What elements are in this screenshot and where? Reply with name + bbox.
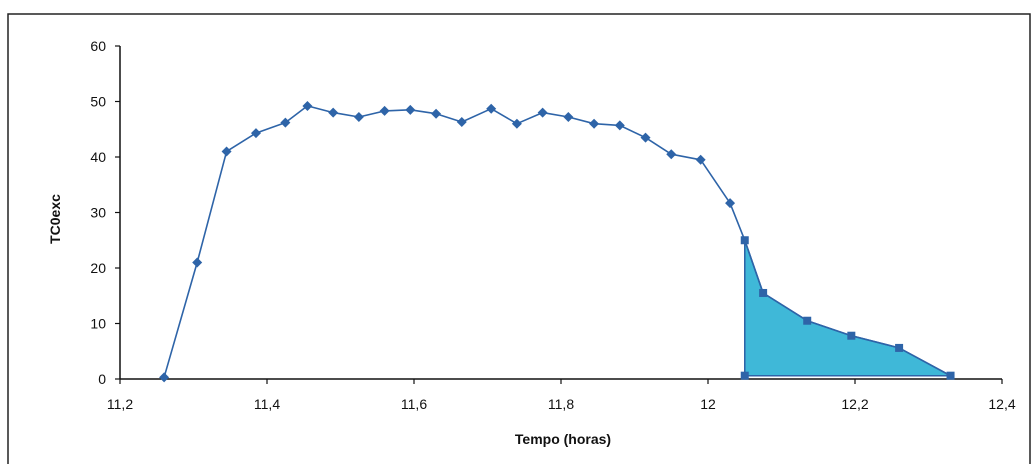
data-point-diamond [159,372,170,383]
plot-layer: 0 10 20 30 40 50 60 11,2 11,4 11,6 11,8 12 12,2 12,4 [90,38,1015,412]
data-point-diamond [725,198,736,209]
data-point-diamond [302,100,313,111]
y-axis-title: TC0exc [47,194,63,244]
data-point-square [740,236,749,245]
data-point-diamond [431,108,442,119]
data-point-diamond [486,103,497,114]
x-tick-label: 12 [700,396,716,412]
x-axis-title: Tempo (horas) [515,431,611,447]
data-point-diamond [695,154,706,165]
x-tick-label: 11,6 [401,396,427,412]
data-point-diamond [353,112,364,123]
data-point-diamond [328,107,339,118]
x-tick-label: 12,2 [841,396,868,412]
data-point-diamond [563,112,574,123]
data-point-diamond [280,117,291,128]
data-point-diamond [221,146,232,157]
data-point-diamond [640,132,651,143]
y-tick-label: 40 [90,149,106,165]
data-point-square-base [740,371,749,380]
data-point-square [759,288,768,297]
y-tick-label: 30 [90,205,106,221]
y-tick-label: 60 [90,38,106,54]
data-point-diamond [537,107,548,118]
x-tick-label: 11,2 [107,396,133,412]
data-point-diamond [589,118,600,129]
y-tick-label: 0 [98,371,106,387]
data-point-diamond [456,117,467,128]
x-tick-label: 11,4 [254,396,280,412]
y-tick-label: 50 [90,94,106,110]
series-line [163,105,951,378]
data-point-diamond [250,128,261,139]
data-point-square [803,316,812,325]
chart-border [7,13,1031,464]
x-tick-label: 11,8 [548,396,574,412]
y-tick-label: 10 [90,316,106,332]
data-point-square [946,371,955,380]
data-point-diamond [666,149,677,160]
data-point-square [847,331,856,340]
x-tick-label: 12,4 [988,396,1015,412]
data-point-square [895,343,904,352]
data-point-diamond [379,105,390,116]
y-tick-label: 20 [90,260,106,276]
data-point-diamond [192,257,203,268]
data-point-diamond [614,120,625,131]
data-point-diamond [511,118,522,129]
data-point-diamond [405,104,416,115]
